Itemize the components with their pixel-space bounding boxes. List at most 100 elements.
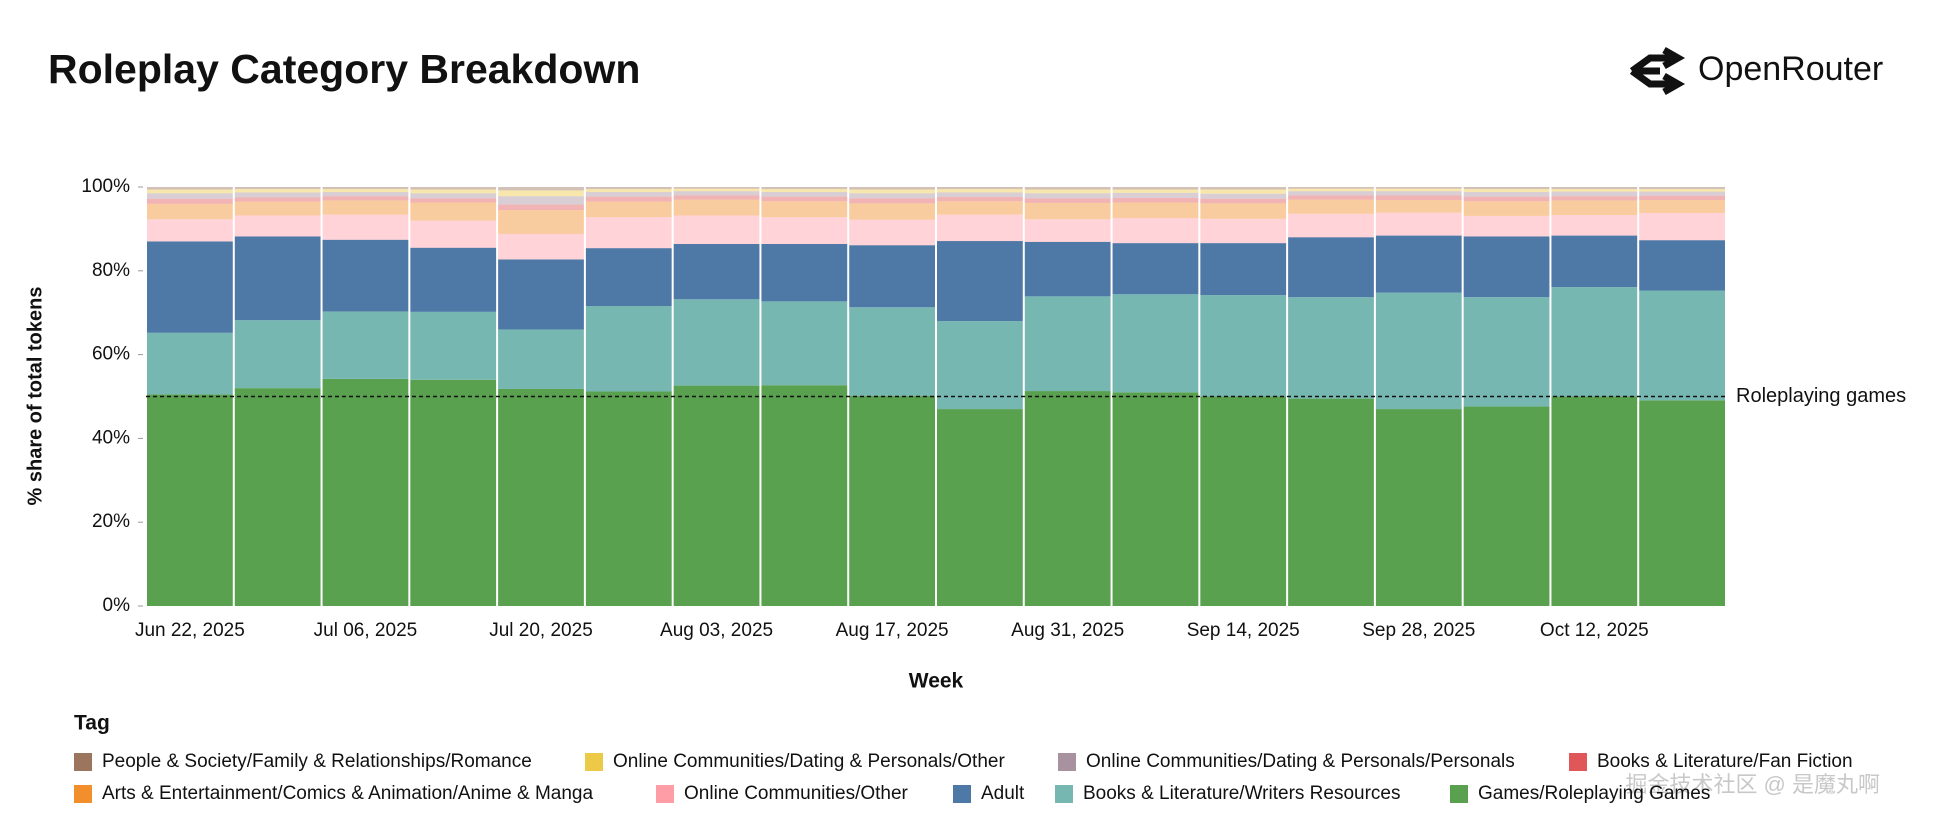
- bar-segment: [1112, 202, 1199, 219]
- bar-segment: [498, 187, 584, 191]
- bar-segment: [410, 220, 497, 248]
- x-tick-label: Jun 22, 2025: [135, 620, 245, 641]
- bar-segment: [1112, 192, 1199, 198]
- bar-segment: [1375, 292, 1462, 410]
- bar-segment: [1288, 187, 1374, 189]
- bar-segment: [761, 189, 848, 193]
- legend-label: Books & Literature/Fan Fiction: [1597, 751, 1853, 772]
- bar-segment: [585, 189, 672, 193]
- bar-segment: [1288, 199, 1374, 214]
- bar-segment: [234, 388, 321, 606]
- bar-segment: [410, 247, 497, 312]
- bar-segment: [1463, 187, 1550, 190]
- bar-segment: [1200, 295, 1287, 397]
- legend-swatch: [656, 785, 674, 803]
- bar-segment: [1639, 195, 1725, 200]
- x-tick-label: Oct 12, 2025: [1540, 620, 1649, 641]
- bar-segment: [1200, 203, 1287, 219]
- bar-segment: [1200, 189, 1287, 194]
- bar-segment: [1463, 189, 1550, 193]
- bar-segment: [1288, 297, 1374, 399]
- bar-segment: [1375, 195, 1462, 200]
- bar-segment: [322, 196, 409, 201]
- bar-segment: [147, 193, 233, 199]
- bar-segment: [673, 191, 760, 196]
- y-tick-label: 40%: [92, 427, 130, 448]
- bar-segment: [498, 233, 584, 260]
- bar-segment: [498, 190, 584, 197]
- bar-segment: [147, 219, 233, 242]
- bar-segment: [1639, 400, 1725, 606]
- bar-segment: [322, 378, 409, 606]
- bar-segment: [147, 187, 233, 190]
- bar-segment: [1112, 197, 1199, 203]
- x-tick-label: Sep 14, 2025: [1187, 620, 1300, 641]
- bar-segment: [673, 385, 760, 606]
- brand-name: OpenRouter: [1698, 50, 1883, 88]
- bar-segment: [1375, 187, 1462, 189]
- bar-segment: [1463, 201, 1550, 216]
- bar-segment: [1288, 191, 1374, 196]
- bar-segment: [1288, 237, 1374, 298]
- bar-segment: [1375, 235, 1462, 293]
- bar-segment: [849, 245, 935, 308]
- bar-segment: [322, 239, 409, 312]
- bar-segment: [1639, 290, 1725, 401]
- bar-segment: [1551, 196, 1638, 201]
- bar-segment: [761, 243, 848, 302]
- bar-segment: [234, 187, 321, 190]
- bar-segment: [1024, 187, 1111, 190]
- watermark: 掘金技术社区 @ 是魔丸啊: [1625, 772, 1880, 797]
- bar-segment: [849, 203, 935, 220]
- bar-segment: [673, 199, 760, 216]
- bar-segment: [1551, 189, 1638, 192]
- bar-segment: [234, 197, 321, 202]
- legend-label: People & Society/Family & Relationships/…: [102, 751, 532, 772]
- bar-segment: [322, 311, 409, 379]
- bar-segment: [147, 198, 233, 204]
- bar-segment: [322, 214, 409, 240]
- bar-segment: [410, 189, 497, 194]
- bar-segment: [937, 214, 1023, 242]
- bar-segment: [585, 305, 672, 392]
- bar-segment: [673, 243, 760, 300]
- bar-segment: [1375, 188, 1462, 192]
- y-tick-label: 60%: [92, 344, 130, 365]
- legend-swatch: [1450, 785, 1468, 803]
- bar-segment: [234, 192, 321, 198]
- bar-segment: [1639, 240, 1725, 291]
- legend-label: Games/Roleplaying Games: [1478, 783, 1710, 804]
- bar-segment: [1024, 193, 1111, 199]
- bar-segment: [761, 385, 848, 606]
- bar-segment: [1024, 296, 1111, 392]
- legend-swatch: [1569, 753, 1587, 771]
- bar-segment: [410, 379, 497, 606]
- legend-label: Online Communities/Dating & Personals/Pe…: [1086, 751, 1515, 772]
- bar-segment: [1112, 243, 1199, 295]
- bar-segment: [585, 192, 672, 197]
- bar-segment: [937, 241, 1023, 322]
- bar-segment: [1200, 198, 1287, 204]
- bar-segment: [1288, 213, 1374, 238]
- bar-segment: [498, 196, 584, 205]
- bar-segment: [1112, 189, 1199, 193]
- bar-segment: [673, 215, 760, 244]
- legend-label: Arts & Entertainment/Comics & Animation/…: [102, 783, 593, 804]
- bar-segment: [937, 197, 1023, 202]
- legend-label: Adult: [981, 783, 1025, 804]
- bar-segment: [147, 394, 233, 606]
- bar-segment: [1024, 202, 1111, 220]
- legend-label: Online Communities/Dating & Personals/Ot…: [613, 751, 1005, 772]
- bar-segment: [322, 189, 409, 193]
- bar-segment: [498, 388, 584, 606]
- legend-title: Tag: [74, 712, 110, 735]
- bar-segment: [1463, 406, 1550, 606]
- bar-segment: [234, 320, 321, 389]
- bar-segment: [1639, 189, 1725, 192]
- bar-segment: [410, 193, 497, 199]
- bar-segment: [410, 202, 497, 221]
- bar-segment: [937, 409, 1023, 606]
- bar-segment: [761, 217, 848, 244]
- bar-segment: [1112, 218, 1199, 244]
- bar-segment: [1463, 297, 1550, 407]
